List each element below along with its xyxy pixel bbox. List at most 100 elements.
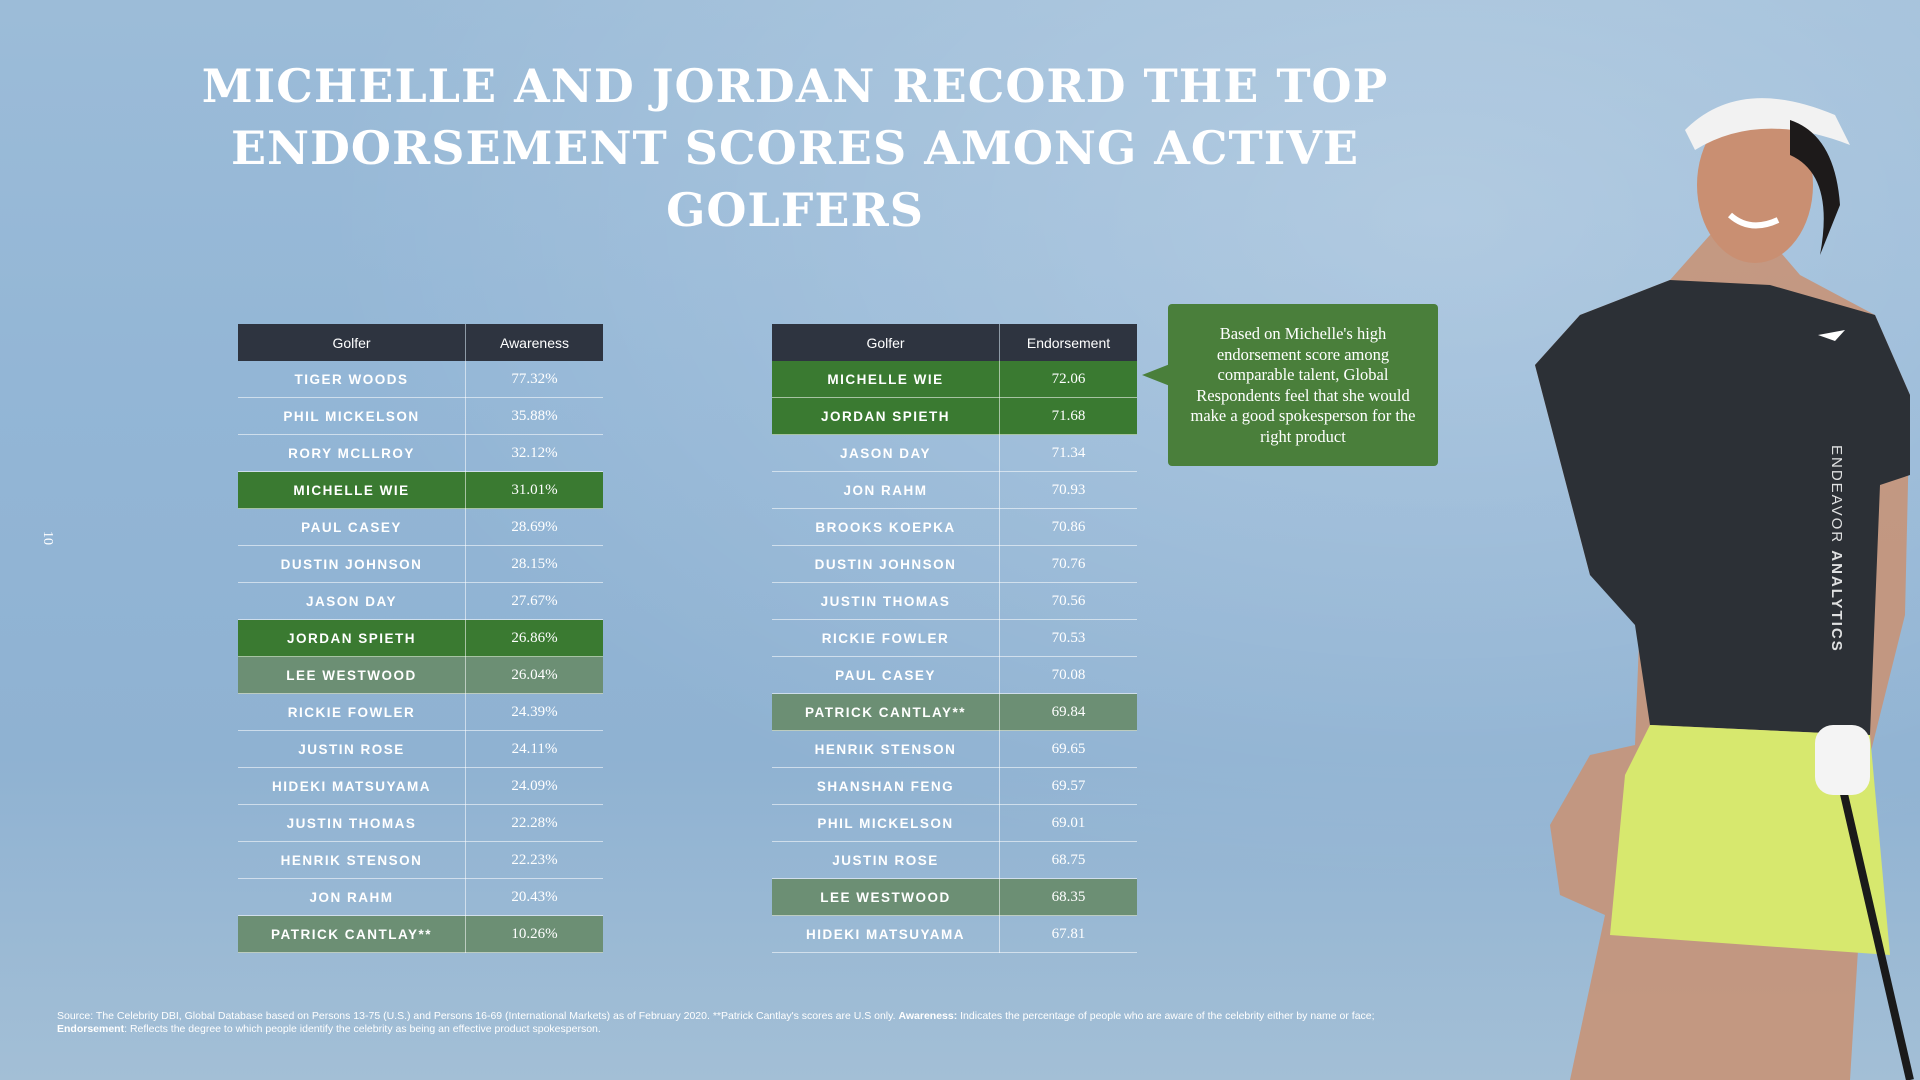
score-cell: 31.01%: [465, 471, 603, 509]
score-cell: 70.76: [999, 545, 1137, 583]
table-row: PATRICK CANTLAY** 69.84: [772, 693, 1137, 731]
table-row: JON RAHM 20.43%: [238, 878, 603, 916]
score-cell: 70.93: [999, 471, 1137, 509]
endorsement-table: Golfer Endorsement MICHELLE WIE 72.06 JORD…: [772, 324, 1137, 953]
footnote-endorsement-text: : Reflects the degree to which people id…: [124, 1023, 601, 1035]
table-row: HENRIK STENSON 22.23%: [238, 841, 603, 879]
table-row: JUSTIN ROSE 24.11%: [238, 730, 603, 768]
golfer-name-cell: JON RAHM: [238, 878, 466, 916]
golfer-name-cell: RICKIE FOWLER: [772, 619, 1000, 657]
awareness-header-row: Golfer Awareness: [238, 324, 603, 361]
table-row: HIDEKI MATSUYAMA 67.81: [772, 915, 1137, 953]
brand-logo: ENDEAVOR ANALYTICS: [1825, 445, 1845, 665]
golfer-name-cell: LEE WESTWOOD: [238, 656, 466, 694]
score-cell: 69.84: [999, 693, 1137, 731]
score-cell: 35.88%: [465, 397, 603, 435]
score-cell: 70.08: [999, 656, 1137, 694]
golfer-name-cell: PHIL MICKELSON: [772, 804, 1000, 842]
table-row: RORY MCLLROY 32.12%: [238, 434, 603, 472]
table-row: PHIL MICKELSON 35.88%: [238, 397, 603, 435]
table-row: PAUL CASEY 28.69%: [238, 508, 603, 546]
callout-box: Based on Michelle's high endorsement sco…: [1168, 304, 1438, 466]
score-cell: 72.06: [999, 361, 1137, 398]
endorsement-header-golfer: Golfer: [772, 324, 1000, 361]
callout-pointer: [1142, 364, 1170, 386]
score-cell: 24.11%: [465, 730, 603, 768]
score-cell: 69.65: [999, 730, 1137, 768]
golfer-name-cell: HIDEKI MATSUYAMA: [238, 767, 466, 805]
score-cell: 69.01: [999, 804, 1137, 842]
score-cell: 70.56: [999, 582, 1137, 620]
endorsement-rows: MICHELLE WIE 72.06 JORDAN SPIETH 71.68 JASON…: [772, 361, 1137, 953]
golfer-name-cell: LEE WESTWOOD: [772, 878, 1000, 916]
table-row: SHANSHAN FENG 69.57: [772, 767, 1137, 805]
brand-word-2: ANALYTICS: [1828, 550, 1845, 653]
score-cell: 24.09%: [465, 767, 603, 805]
golfer-name-cell: SHANSHAN FENG: [772, 767, 1000, 805]
score-cell: 26.86%: [465, 619, 603, 657]
golfer-name-cell: PATRICK CANTLAY**: [772, 693, 1000, 731]
golfer-name-cell: PAUL CASEY: [238, 508, 466, 546]
score-cell: 20.43%: [465, 878, 603, 916]
table-row: PATRICK CANTLAY** 10.26%: [238, 915, 603, 953]
score-cell: 26.04%: [465, 656, 603, 694]
table-row: HENRIK STENSON 69.65: [772, 730, 1137, 768]
golfer-photo: [1535, 98, 1914, 1080]
score-cell: 10.26%: [465, 915, 603, 953]
golfer-name-cell: JUSTIN ROSE: [772, 841, 1000, 879]
table-row: HIDEKI MATSUYAMA 24.09%: [238, 767, 603, 805]
endorsement-header-row: Golfer Endorsement: [772, 324, 1137, 361]
page-number: 10: [40, 531, 55, 545]
golfer-name-cell: HIDEKI MATSUYAMA: [772, 915, 1000, 953]
table-row: JORDAN SPIETH 71.68: [772, 397, 1137, 435]
golfer-name-cell: MICHELLE WIE: [238, 471, 466, 509]
golfer-name-cell: DUSTIN JOHNSON: [238, 545, 466, 583]
score-cell: 28.69%: [465, 508, 603, 546]
golfer-name-cell: PATRICK CANTLAY**: [238, 915, 466, 953]
table-row: JASON DAY 71.34: [772, 434, 1137, 472]
golfer-name-cell: JON RAHM: [772, 471, 1000, 509]
score-cell: 69.57: [999, 767, 1137, 805]
table-row: JUSTIN ROSE 68.75: [772, 841, 1137, 879]
golfer-name-cell: DUSTIN JOHNSON: [772, 545, 1000, 583]
score-cell: 71.68: [999, 397, 1137, 435]
score-cell: 28.15%: [465, 545, 603, 583]
page-title: MICHELLE AND JORDAN RECORD THE TOP ENDOR…: [120, 55, 1470, 241]
score-cell: 77.32%: [465, 361, 603, 398]
table-row: JON RAHM 70.93: [772, 471, 1137, 509]
score-cell: 70.86: [999, 508, 1137, 546]
table-row: PAUL CASEY 70.08: [772, 656, 1137, 694]
table-row: BROOKS KOEPKA 70.86: [772, 508, 1137, 546]
golfer-name-cell: HENRIK STENSON: [772, 730, 1000, 768]
footnote-awareness-label: Awareness:: [898, 1010, 958, 1022]
golfer-name-cell: JUSTIN ROSE: [238, 730, 466, 768]
table-row: MICHELLE WIE 72.06: [772, 361, 1137, 398]
table-row: TIGER WOODS 77.32%: [238, 361, 603, 398]
golfer-name-cell: JASON DAY: [772, 434, 1000, 472]
golfer-name-cell: JASON DAY: [238, 582, 466, 620]
golfer-name-cell: RICKIE FOWLER: [238, 693, 466, 731]
score-cell: 22.23%: [465, 841, 603, 879]
golfer-name-cell: JORDAN SPIETH: [772, 397, 1000, 435]
footnote-awareness-text: Indicates the percentage of people who a…: [957, 1010, 1375, 1022]
footnote: Source: The Celebrity DBI, Global Databa…: [57, 1010, 1477, 1036]
table-row: JASON DAY 27.67%: [238, 582, 603, 620]
awareness-header-golfer: Golfer: [238, 324, 466, 361]
footnote-endorsement-label: Endorsement: [57, 1023, 125, 1035]
golfer-name-cell: JORDAN SPIETH: [238, 619, 466, 657]
golfer-name-cell: TIGER WOODS: [238, 361, 466, 398]
brand-word-1: ENDEAVOR: [1828, 445, 1845, 551]
golfer-name-cell: RORY MCLLROY: [238, 434, 466, 472]
awareness-header-value: Awareness: [465, 324, 603, 361]
table-row: MICHELLE WIE 31.01%: [238, 471, 603, 509]
golfer-name-cell: PAUL CASEY: [772, 656, 1000, 694]
table-row: PHIL MICKELSON 69.01: [772, 804, 1137, 842]
score-cell: 27.67%: [465, 582, 603, 620]
golfer-name-cell: HENRIK STENSON: [238, 841, 466, 879]
score-cell: 67.81: [999, 915, 1137, 953]
table-row: LEE WESTWOOD 26.04%: [238, 656, 603, 694]
table-row: LEE WESTWOOD 68.35: [772, 878, 1137, 916]
awareness-table: Golfer Awareness TIGER WOODS 77.32% PHIL M…: [238, 324, 603, 953]
title-line-1: MICHELLE AND JORDAN RECORD THE TOP: [201, 59, 1389, 113]
table-row: RICKIE FOWLER 24.39%: [238, 693, 603, 731]
